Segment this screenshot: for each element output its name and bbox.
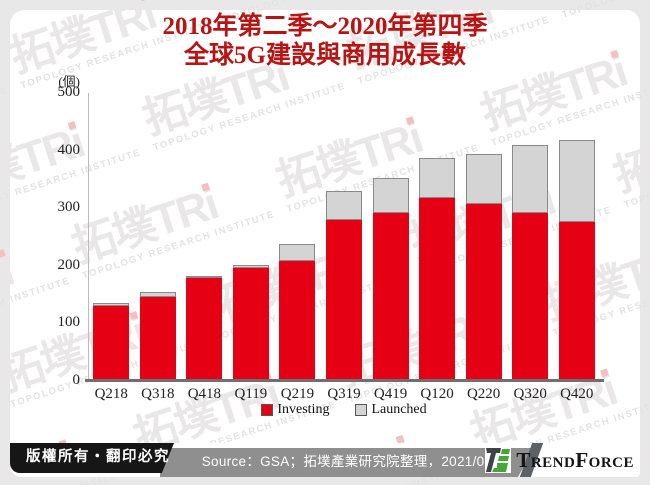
y-tick-label: 400 <box>57 141 81 158</box>
segment-investing <box>232 268 269 381</box>
y-axis-unit-label: (個) <box>58 74 80 89</box>
footer-source-band: Source：GSA；拓墣產業研究院整理，2021/03 <box>160 448 534 477</box>
x-axis-line <box>85 379 604 382</box>
y-tick-label: 500 <box>57 84 81 100</box>
segment-investing <box>372 212 409 381</box>
watermark-pink-dot <box>0 249 6 259</box>
y-tick-label: 300 <box>57 199 81 216</box>
bar-column-q420: Q420 <box>553 93 600 402</box>
x-tick-label: Q218 <box>94 386 128 402</box>
segment-investing <box>326 219 362 381</box>
y-axis: (個) 0 100 200 300 400 500 <box>34 74 84 388</box>
segment-launched <box>326 190 362 220</box>
bar-column-q418: Q418 <box>181 93 228 402</box>
segment-launched <box>139 291 176 298</box>
trendforce-logo: TrendForce <box>485 447 634 473</box>
legend-item-investing: Investing <box>261 402 329 418</box>
segment-launched <box>232 265 269 269</box>
source-text: Source：GSA；拓墣產業研究院整理，2021/03 <box>201 454 493 469</box>
trendforce-logo-icon <box>485 447 512 473</box>
x-tick-label: Q420 <box>560 386 594 402</box>
bar-stack <box>372 178 409 381</box>
bar-stack <box>139 291 176 381</box>
chart-legend: Investing Launched <box>88 402 600 418</box>
segment-investing <box>279 260 316 381</box>
legend-label: Investing <box>277 402 330 417</box>
legend-swatch <box>261 404 274 416</box>
bar-stack <box>93 303 130 381</box>
bar-stack <box>326 190 362 381</box>
y-tick-label: 100 <box>57 314 81 331</box>
segment-launched <box>279 243 316 261</box>
bar-stack <box>419 158 456 381</box>
segment-launched <box>186 275 223 279</box>
segment-investing <box>465 203 502 381</box>
x-tick-label: Q219 <box>280 386 315 402</box>
y-tick-label: 0 <box>72 372 81 388</box>
segment-launched <box>512 144 549 213</box>
bar-column-q220: Q220 <box>460 93 507 402</box>
bar-column-q320: Q320 <box>507 93 554 402</box>
y-tick-label: 200 <box>57 256 81 273</box>
x-tick-label: Q220 <box>466 386 501 402</box>
segment-investing <box>558 222 595 381</box>
legend-swatch <box>355 404 368 416</box>
legend-item-launched: Launched <box>355 402 427 418</box>
footer-bar: Source：GSA；拓墣產業研究院整理，2021/03 版權所有‧翻印必究 T… <box>10 443 640 477</box>
segment-investing <box>186 278 223 381</box>
chart-title-line1: 2018年第二季～2020年第四季 <box>162 13 488 40</box>
chart-title: 2018年第二季～2020年第四季 全球5G建設與商用成長數 <box>10 12 640 70</box>
x-tick-label: Q319 <box>327 386 361 402</box>
bar-column-q319: Q319 <box>321 93 368 402</box>
bar-column-q218: Q218 <box>88 93 135 402</box>
copyright-box <box>10 443 162 473</box>
bar-chart-plot-area: Q218 Q318 Q418 Q119 Q219 Q319 Q419 Q120 Q220 Q320… <box>85 93 604 402</box>
segment-investing <box>139 297 176 381</box>
bar-column-q318: Q318 <box>135 93 182 402</box>
x-tick-label: Q320 <box>513 386 547 402</box>
watermark-small-text: TOPOLOGY RESEARCH INSTITUTE <box>0 85 10 158</box>
bar-stack <box>232 265 269 381</box>
watermark-pink-dot <box>139 0 148 2</box>
bar-stack <box>279 243 316 381</box>
bar-stack <box>465 154 502 381</box>
chart-title-line2: 全球5G建設與商用成長數 <box>184 42 466 69</box>
bar-column-q219: Q219 <box>274 93 321 402</box>
bar-column-q119: Q119 <box>228 93 275 402</box>
segment-launched <box>93 303 130 306</box>
segment-investing <box>512 212 549 381</box>
copyright-text: 版權所有‧翻印必究 <box>26 449 170 465</box>
bar-stack <box>512 144 549 381</box>
segment-launched <box>558 140 595 223</box>
bar-stack <box>186 275 223 381</box>
segment-launched <box>465 154 502 204</box>
x-tick-label: Q119 <box>234 386 268 402</box>
x-tick-label: Q120 <box>420 386 454 402</box>
segment-launched <box>419 158 456 199</box>
bars-container: Q218 Q318 Q418 Q119 Q219 Q319 Q419 Q120 Q220 Q320… <box>88 93 600 402</box>
segment-investing <box>93 305 130 381</box>
bar-column-q419: Q419 <box>367 93 414 402</box>
x-tick-label: Q418 <box>187 386 222 402</box>
bar-column-q120: Q120 <box>414 93 461 402</box>
y-axis-line <box>88 93 89 381</box>
segment-investing <box>419 198 456 381</box>
x-tick-label: Q419 <box>373 386 408 402</box>
x-tick-label: Q318 <box>141 386 175 402</box>
legend-label: Launched <box>371 402 427 417</box>
bar-stack <box>558 140 595 381</box>
trendforce-logo-text: TrendForce <box>516 448 634 472</box>
segment-launched <box>372 178 409 213</box>
